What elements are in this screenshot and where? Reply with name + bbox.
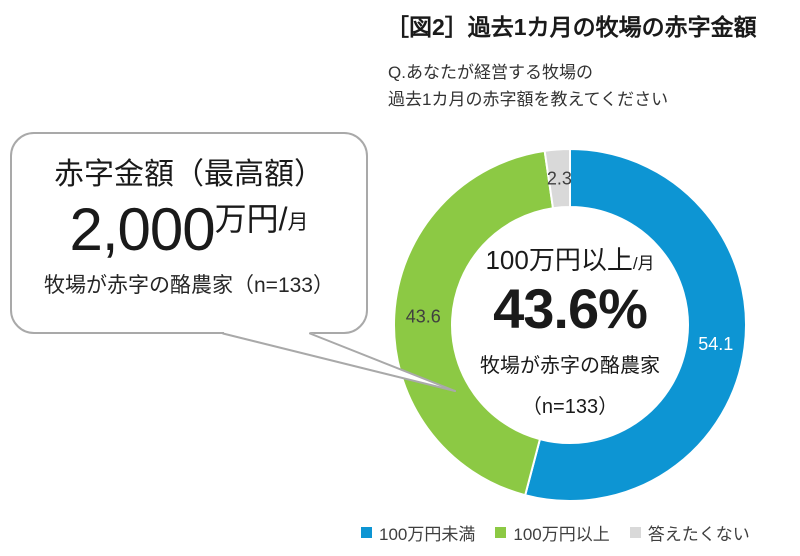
donut-chart: 54.1 43.6 2.3 [393,148,747,502]
callout-heading: 赤字金額（最高額） [54,158,324,191]
donut-slice-2 [543,148,571,210]
legend-label-no-answer: 答えたくない [647,525,750,544]
donut-center-text: 100万円以上/月 43.6% 牧場が赤字の酪農家 （n=133） [450,232,690,419]
callout-amount-unit: 万円 [214,201,279,237]
center-note-1: 牧場が赤字の酪農家 [480,355,660,377]
legend-item-under-1m: 100万円未満 [361,520,475,545]
figure-title: ［図2］過去1カ月の牧場の赤字金額 [386,14,757,40]
center-note-2: （n=133） [521,396,619,418]
callout-amount-row: 2,000 万円 / 月 [12,200,366,260]
survey-question: Q.あなたが経営する牧場の 過去1カ月の赤字額を教えてください [388,59,668,113]
chart-legend: 100万円未満 100万円以上 答えたくない [361,520,750,545]
slice-label-2: 2.3 [547,168,572,188]
center-label: 100万円以上/月 [485,245,655,275]
legend-item-no-answer: 答えたくない [629,520,750,545]
question-line-2: 過去1カ月の赤字額を教えてください [388,90,669,109]
callout-note: 牧場が赤字の酪農家（n=133） [44,274,334,297]
center-label-per: /月 [632,254,655,273]
callout-amount-slash: / [278,201,288,237]
legend-swatch-under-1m [361,527,372,538]
callout-amount-value: 2,000 [69,196,215,263]
slice-label-1: 43.6 [406,307,441,327]
donut-slice-0 [524,148,747,502]
legend-swatch-over-1m [495,527,507,538]
legend-swatch-no-answer [629,527,641,538]
center-value: 43.6% [493,277,648,340]
question-line-1: Q.あなたが経営する牧場の [388,63,593,82]
callout-amount-per: 月 [287,211,309,234]
slice-label-0: 54.1 [698,334,733,354]
legend-item-over-1m: 100万円以上 [495,520,610,545]
donut-slice-1 [393,149,555,497]
legend-label-under-1m: 100万円未満 [379,525,476,544]
callout-bubble: 赤字金額（最高額） 2,000 万円 / 月 牧場が赤字の酪農家（n=133） [10,132,368,334]
legend-label-over-1m: 100万円以上 [513,525,610,544]
